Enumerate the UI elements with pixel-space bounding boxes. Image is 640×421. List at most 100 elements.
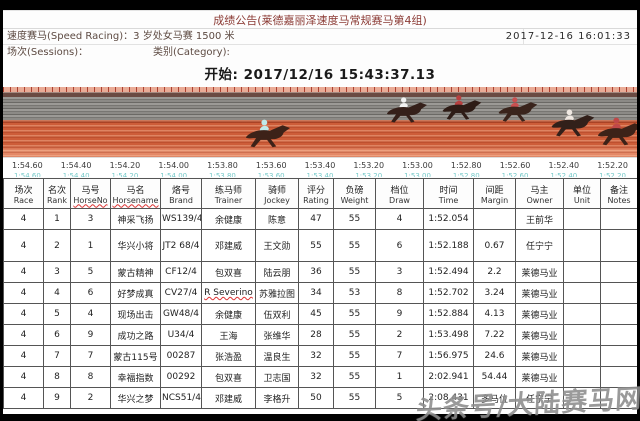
column-header: 练马师 Trainer bbox=[201, 178, 256, 209]
table-cell bbox=[473, 208, 516, 230]
table-cell bbox=[600, 387, 637, 409]
race-info: 速度赛马(Speed Racing)：3 岁处女马赛 1500 米 bbox=[7, 31, 235, 42]
column-header: 时间 Time bbox=[423, 178, 474, 209]
table-cell: 55 bbox=[298, 229, 334, 262]
table-cell: 蒙古精神 bbox=[110, 261, 161, 283]
table-cell bbox=[600, 229, 637, 262]
table-cell: 王前华 bbox=[515, 208, 564, 230]
table-cell: 好梦成真 bbox=[110, 282, 161, 304]
table-row: 4 6 9 成功之路 U34/4 王海 张维华 28 55 2 1:53.498 7.22 莱德马业 bbox=[3, 324, 637, 346]
table-cell: 8 bbox=[375, 282, 424, 304]
table-cell: 现场出击 bbox=[110, 303, 161, 325]
table-cell: 卫志国 bbox=[255, 366, 299, 388]
time-label: 1:54.40 bbox=[62, 172, 90, 177]
table-cell: 53 bbox=[333, 282, 376, 304]
table-cell: 4 bbox=[3, 324, 44, 346]
table-cell: 55 bbox=[333, 324, 376, 346]
table-cell: R Severino bbox=[201, 282, 256, 304]
table-cell: CV27/4 bbox=[160, 282, 202, 304]
session-category-row: 场次(Sessions)： 类别(Category): bbox=[3, 45, 637, 61]
table-cell: 伍双利 bbox=[255, 303, 299, 325]
table-cell: 余健康 bbox=[201, 303, 256, 325]
column-header: 档位 Draw bbox=[375, 178, 424, 209]
time-label: 1:54.60 bbox=[13, 172, 41, 177]
table-cell: 47 bbox=[298, 208, 334, 230]
table-cell: 50 bbox=[298, 387, 334, 409]
table-cell: 55 bbox=[333, 261, 376, 283]
table-cell: 包双喜 bbox=[201, 366, 256, 388]
table-cell bbox=[563, 208, 601, 230]
table-cell: 32 bbox=[298, 366, 334, 388]
table-cell: 4 bbox=[43, 282, 71, 304]
background-band bbox=[3, 97, 637, 120]
results-table-body: 4 1 3 神采飞扬 WS139/4 余健康 陈意 47 55 4 1:52.054 王前华 4 2 1 华兴… bbox=[3, 208, 637, 409]
column-header: 评分 Rating bbox=[298, 178, 334, 209]
table-cell: 6 bbox=[70, 282, 111, 304]
table-cell: 1:52.884 bbox=[423, 303, 474, 325]
table-cell: 9 bbox=[375, 303, 424, 325]
table-row: 4 9 2 华兴之梦 NCS51/4 邓建威 李格升 50 55 5 2:08.431 多马位 任宁宁 bbox=[3, 387, 637, 409]
table-cell bbox=[600, 282, 637, 304]
table-cell: 1 bbox=[70, 229, 111, 262]
photo-finish-strip bbox=[3, 87, 637, 157]
column-header: 名次 Rank bbox=[43, 178, 71, 209]
table-cell: 0.67 bbox=[473, 229, 516, 262]
table-cell: 3 bbox=[375, 261, 424, 283]
finish-times-row: 1:54.60 1:54.40 1:54.20 1:54.00 1:53.80 1:53.… bbox=[3, 157, 637, 172]
time-label: 1:52.60 bbox=[501, 172, 529, 177]
table-cell: 3 bbox=[70, 208, 111, 230]
table-cell: 28 bbox=[298, 324, 334, 346]
table-cell: 55 bbox=[333, 345, 376, 367]
results-table-head: 场次 Race 名次 Rank 马号 HorseNo 马名 Horsename 烙号 Brand 练… bbox=[3, 178, 637, 209]
table-cell: 7.22 bbox=[473, 324, 516, 346]
table-cell: 7 bbox=[43, 345, 71, 367]
time-label: 1:53.40 bbox=[304, 160, 336, 170]
table-cell: 1 bbox=[375, 366, 424, 388]
table-cell: 1:52.188 bbox=[423, 229, 474, 262]
start-time: 开始: 2017/12/16 15:43:37.13 bbox=[204, 67, 436, 83]
table-cell: 5 bbox=[70, 261, 111, 283]
sessions-label: 场次(Sessions)： bbox=[7, 47, 89, 58]
table-cell: 2.2 bbox=[473, 261, 516, 283]
table-cell: 5 bbox=[43, 303, 71, 325]
table-cell: 神采飞扬 bbox=[110, 208, 161, 230]
table-cell: CF12/4 bbox=[160, 261, 202, 283]
time-label: 1:53.40 bbox=[306, 172, 334, 177]
table-cell: 4 bbox=[3, 261, 44, 283]
time-label: 1:54.20 bbox=[111, 172, 139, 177]
column-header: 场次 Race bbox=[3, 178, 44, 209]
table-row: 4 7 7 蒙古115号 00287 张浩盈 温良生 32 55 7 1:56.975 24.6 莱德马… bbox=[3, 345, 637, 367]
table-cell: 3.24 bbox=[473, 282, 516, 304]
table-cell: 55 bbox=[333, 387, 376, 409]
table-cell: 9 bbox=[70, 324, 111, 346]
table-cell: 邓建威 bbox=[201, 387, 256, 409]
table-row: 4 5 4 现场出击 GW48/4 余健康 伍双利 45 55 9 1:52.884 4.13 莱德马业 bbox=[3, 303, 637, 325]
table-cell: 2:08.431 bbox=[423, 387, 474, 409]
table-cell: 45 bbox=[298, 303, 334, 325]
category-label: 类别(Category): bbox=[153, 47, 230, 58]
table-cell: 34 bbox=[298, 282, 334, 304]
table-cell: 张浩盈 bbox=[201, 345, 256, 367]
table-cell: 温良生 bbox=[255, 345, 299, 367]
time-label: 1:52.80 bbox=[450, 160, 482, 170]
table-cell: 王海 bbox=[201, 324, 256, 346]
table-cell: 24.6 bbox=[473, 345, 516, 367]
table-cell: 莱德马业 bbox=[515, 261, 564, 283]
table-cell bbox=[600, 208, 637, 230]
report-title: 成绩公告(莱德嘉丽泽速度马常规赛马第4组) bbox=[3, 10, 637, 29]
table-cell bbox=[563, 229, 601, 262]
table-cell: 4 bbox=[3, 366, 44, 388]
table-cell bbox=[563, 303, 601, 325]
column-header: 间距 Margin bbox=[473, 178, 516, 209]
table-cell: 王文勋 bbox=[255, 229, 299, 262]
table-cell: 4.13 bbox=[473, 303, 516, 325]
table-cell: U34/4 bbox=[160, 324, 202, 346]
table-cell: 55 bbox=[333, 229, 376, 262]
table-cell: 6 bbox=[375, 229, 424, 262]
table-cell: 00292 bbox=[160, 366, 202, 388]
time-label: 1:53.20 bbox=[353, 160, 385, 170]
column-header: 烙号 Brand bbox=[160, 178, 202, 209]
time-label: 1:53.20 bbox=[355, 172, 383, 177]
time-label: 1:53.60 bbox=[257, 172, 285, 177]
table-cell: 莱德马业 bbox=[515, 282, 564, 304]
